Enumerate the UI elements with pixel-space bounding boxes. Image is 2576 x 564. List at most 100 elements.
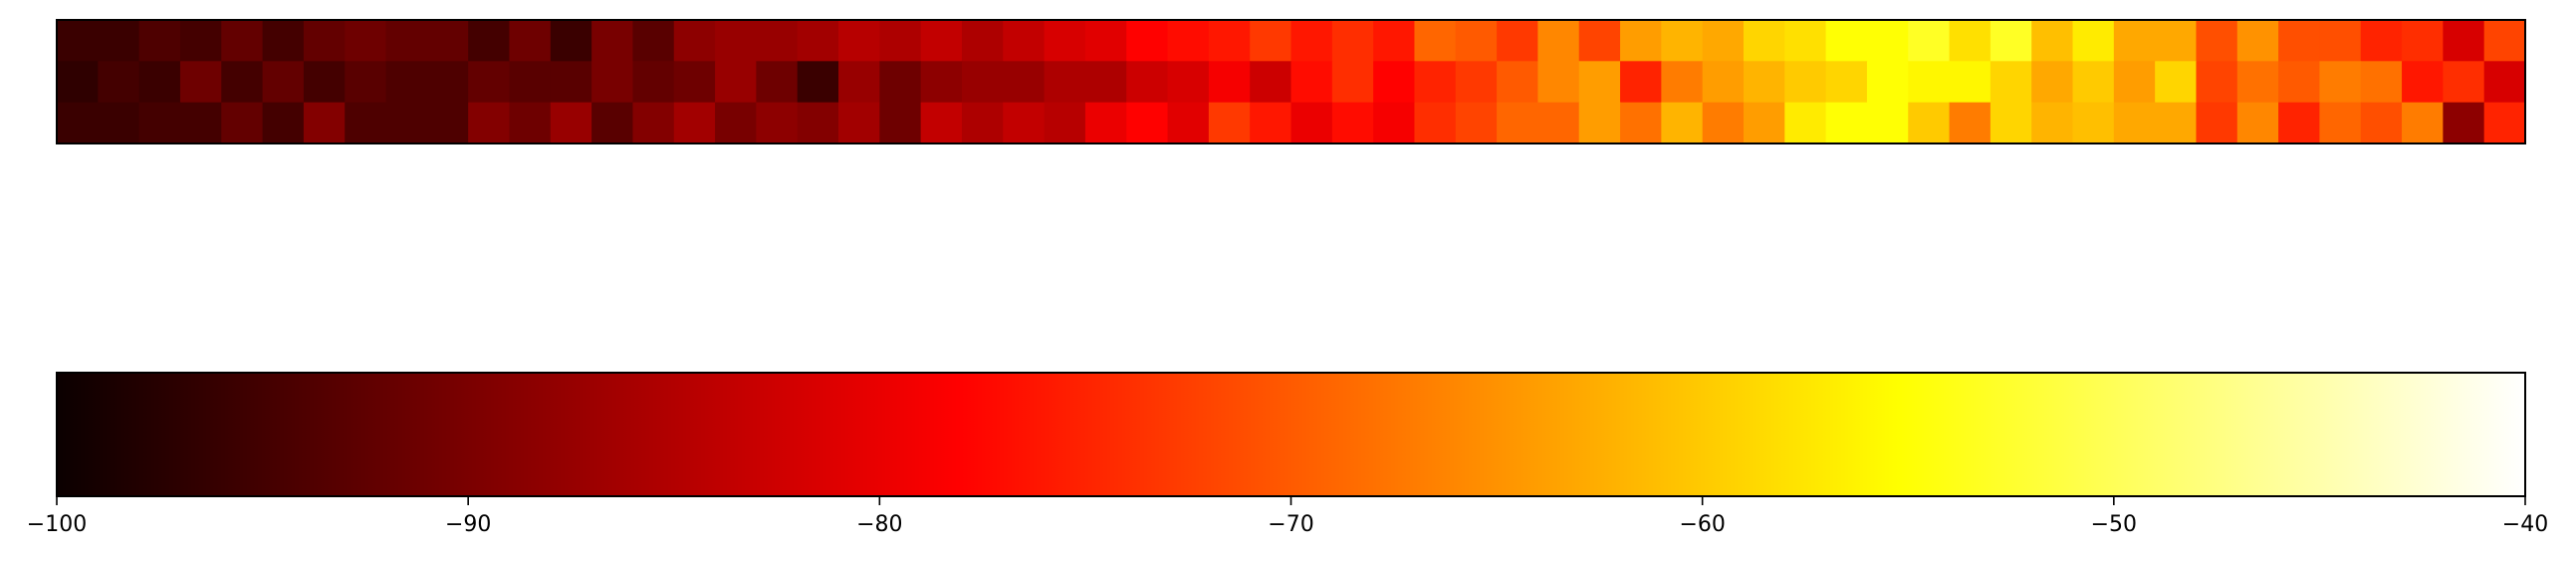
colorbar-tick-label: −90 bbox=[445, 512, 491, 537]
heatmap-cell bbox=[509, 102, 552, 144]
heatmap-cell bbox=[797, 61, 839, 104]
heatmap-cell bbox=[426, 20, 469, 62]
heatmap-cell bbox=[715, 20, 757, 62]
heatmap-cell bbox=[1743, 61, 1785, 104]
heatmap-cell bbox=[2402, 61, 2444, 104]
heatmap-cell bbox=[550, 20, 592, 62]
heatmap-cell bbox=[673, 61, 716, 104]
heatmap-cell bbox=[57, 20, 99, 62]
heatmap-cell bbox=[2319, 61, 2362, 104]
colorbar-tick-label: −70 bbox=[1268, 512, 1313, 537]
heatmap-cell bbox=[468, 102, 511, 144]
heatmap-cell bbox=[2236, 102, 2279, 144]
heatmap-cell bbox=[2402, 102, 2444, 144]
heatmap-cell bbox=[1290, 102, 1333, 144]
heatmap-cell bbox=[756, 61, 799, 104]
heatmap-grid bbox=[57, 20, 2526, 144]
heatmap-cell bbox=[673, 20, 716, 62]
heatmap-cell bbox=[961, 61, 1004, 104]
heatmap-cell bbox=[2113, 102, 2156, 144]
heatmap-cell bbox=[1167, 20, 1210, 62]
heatmap-cell bbox=[2155, 61, 2198, 104]
heatmap-cell bbox=[179, 61, 222, 104]
heatmap-cell bbox=[138, 20, 181, 62]
heatmap-cell bbox=[57, 102, 99, 144]
heatmap-cell bbox=[2483, 61, 2526, 104]
colorbar-axis: −100 −90 −80 −70 −60 −50 −40 bbox=[27, 496, 2548, 537]
heatmap-cell bbox=[1949, 102, 1991, 144]
heatmap-cell bbox=[509, 61, 552, 104]
heatmap-cell bbox=[221, 20, 264, 62]
heatmap-cell bbox=[632, 20, 675, 62]
heatmap-cell bbox=[385, 61, 428, 104]
heatmap-cell bbox=[1990, 102, 2032, 144]
heatmap-cell bbox=[1373, 102, 1416, 144]
heatmap-cell bbox=[1208, 61, 1251, 104]
heatmap-cell bbox=[2196, 20, 2238, 62]
heatmap-cell bbox=[1661, 20, 1704, 62]
heatmap-cell bbox=[1825, 61, 1868, 104]
heatmap-cell bbox=[1455, 61, 1498, 104]
heatmap-cell bbox=[2113, 20, 2156, 62]
heatmap-cell bbox=[179, 20, 222, 62]
heatmap-cell bbox=[1702, 102, 1745, 144]
colorbar-tick-label: −60 bbox=[1679, 512, 1725, 537]
heatmap-cell bbox=[2236, 61, 2279, 104]
heatmap-cell bbox=[961, 102, 1004, 144]
heatmap-cell bbox=[1250, 102, 1292, 144]
heatmap-cell bbox=[262, 102, 305, 144]
heatmap-cell bbox=[1620, 102, 1662, 144]
heatmap-cell bbox=[1044, 61, 1086, 104]
heatmap-cell bbox=[1126, 61, 1169, 104]
heatmap-cell bbox=[509, 20, 552, 62]
heatmap-cell bbox=[1126, 20, 1169, 62]
heatmap-cell bbox=[2072, 61, 2115, 104]
heatmap-cell bbox=[1414, 20, 1457, 62]
heatmap-cell bbox=[1208, 20, 1251, 62]
heatmap-cell bbox=[879, 20, 922, 62]
heatmap-cell bbox=[961, 20, 1004, 62]
heatmap-cell bbox=[920, 61, 963, 104]
heatmap-cell bbox=[2113, 61, 2156, 104]
heatmap-cell bbox=[1290, 20, 1333, 62]
heatmap-cell bbox=[2443, 20, 2485, 62]
heatmap-cell bbox=[2278, 61, 2321, 104]
heatmap-cell bbox=[797, 102, 839, 144]
heatmap-cell bbox=[1250, 20, 1292, 62]
heatmap-cell bbox=[385, 20, 428, 62]
heatmap-cell bbox=[715, 61, 757, 104]
heatmap-cell bbox=[920, 102, 963, 144]
heatmap-cell bbox=[303, 61, 346, 104]
heatmap-cell bbox=[1331, 20, 1374, 62]
heatmap-cell bbox=[303, 102, 346, 144]
heatmap-cell bbox=[2155, 102, 2198, 144]
heatmap-cell bbox=[1702, 20, 1745, 62]
heatmap-cell bbox=[1537, 20, 1580, 62]
heatmap-cell bbox=[2483, 20, 2526, 62]
heatmap-cell bbox=[2278, 20, 2321, 62]
heatmap-cell bbox=[1702, 61, 1745, 104]
heatmap-cell bbox=[1620, 20, 1662, 62]
heatmap-cell bbox=[838, 102, 880, 144]
heatmap-cell bbox=[221, 61, 264, 104]
heatmap-cell bbox=[2360, 20, 2403, 62]
heatmap-cell bbox=[468, 61, 511, 104]
heatmap-cell bbox=[2402, 20, 2444, 62]
heatmap-cell bbox=[1044, 102, 1086, 144]
heatmap-cell bbox=[879, 102, 922, 144]
heatmap-cell bbox=[1743, 102, 1785, 144]
heatmap-cell bbox=[1661, 61, 1704, 104]
heatmap-cell bbox=[98, 61, 140, 104]
heatmap-cell bbox=[2031, 20, 2074, 62]
colorbar-tick-label: −100 bbox=[27, 512, 87, 537]
heatmap-cell bbox=[468, 20, 511, 62]
heatmap-cell bbox=[2236, 20, 2279, 62]
heatmap-cell bbox=[1866, 61, 1909, 104]
heatmap-cell bbox=[591, 61, 634, 104]
heatmap-cell bbox=[2443, 102, 2485, 144]
heatmap-cell bbox=[2072, 20, 2115, 62]
heatmap-cell bbox=[2031, 102, 2074, 144]
heatmap-cell bbox=[2278, 102, 2321, 144]
heatmap-cell bbox=[303, 20, 346, 62]
